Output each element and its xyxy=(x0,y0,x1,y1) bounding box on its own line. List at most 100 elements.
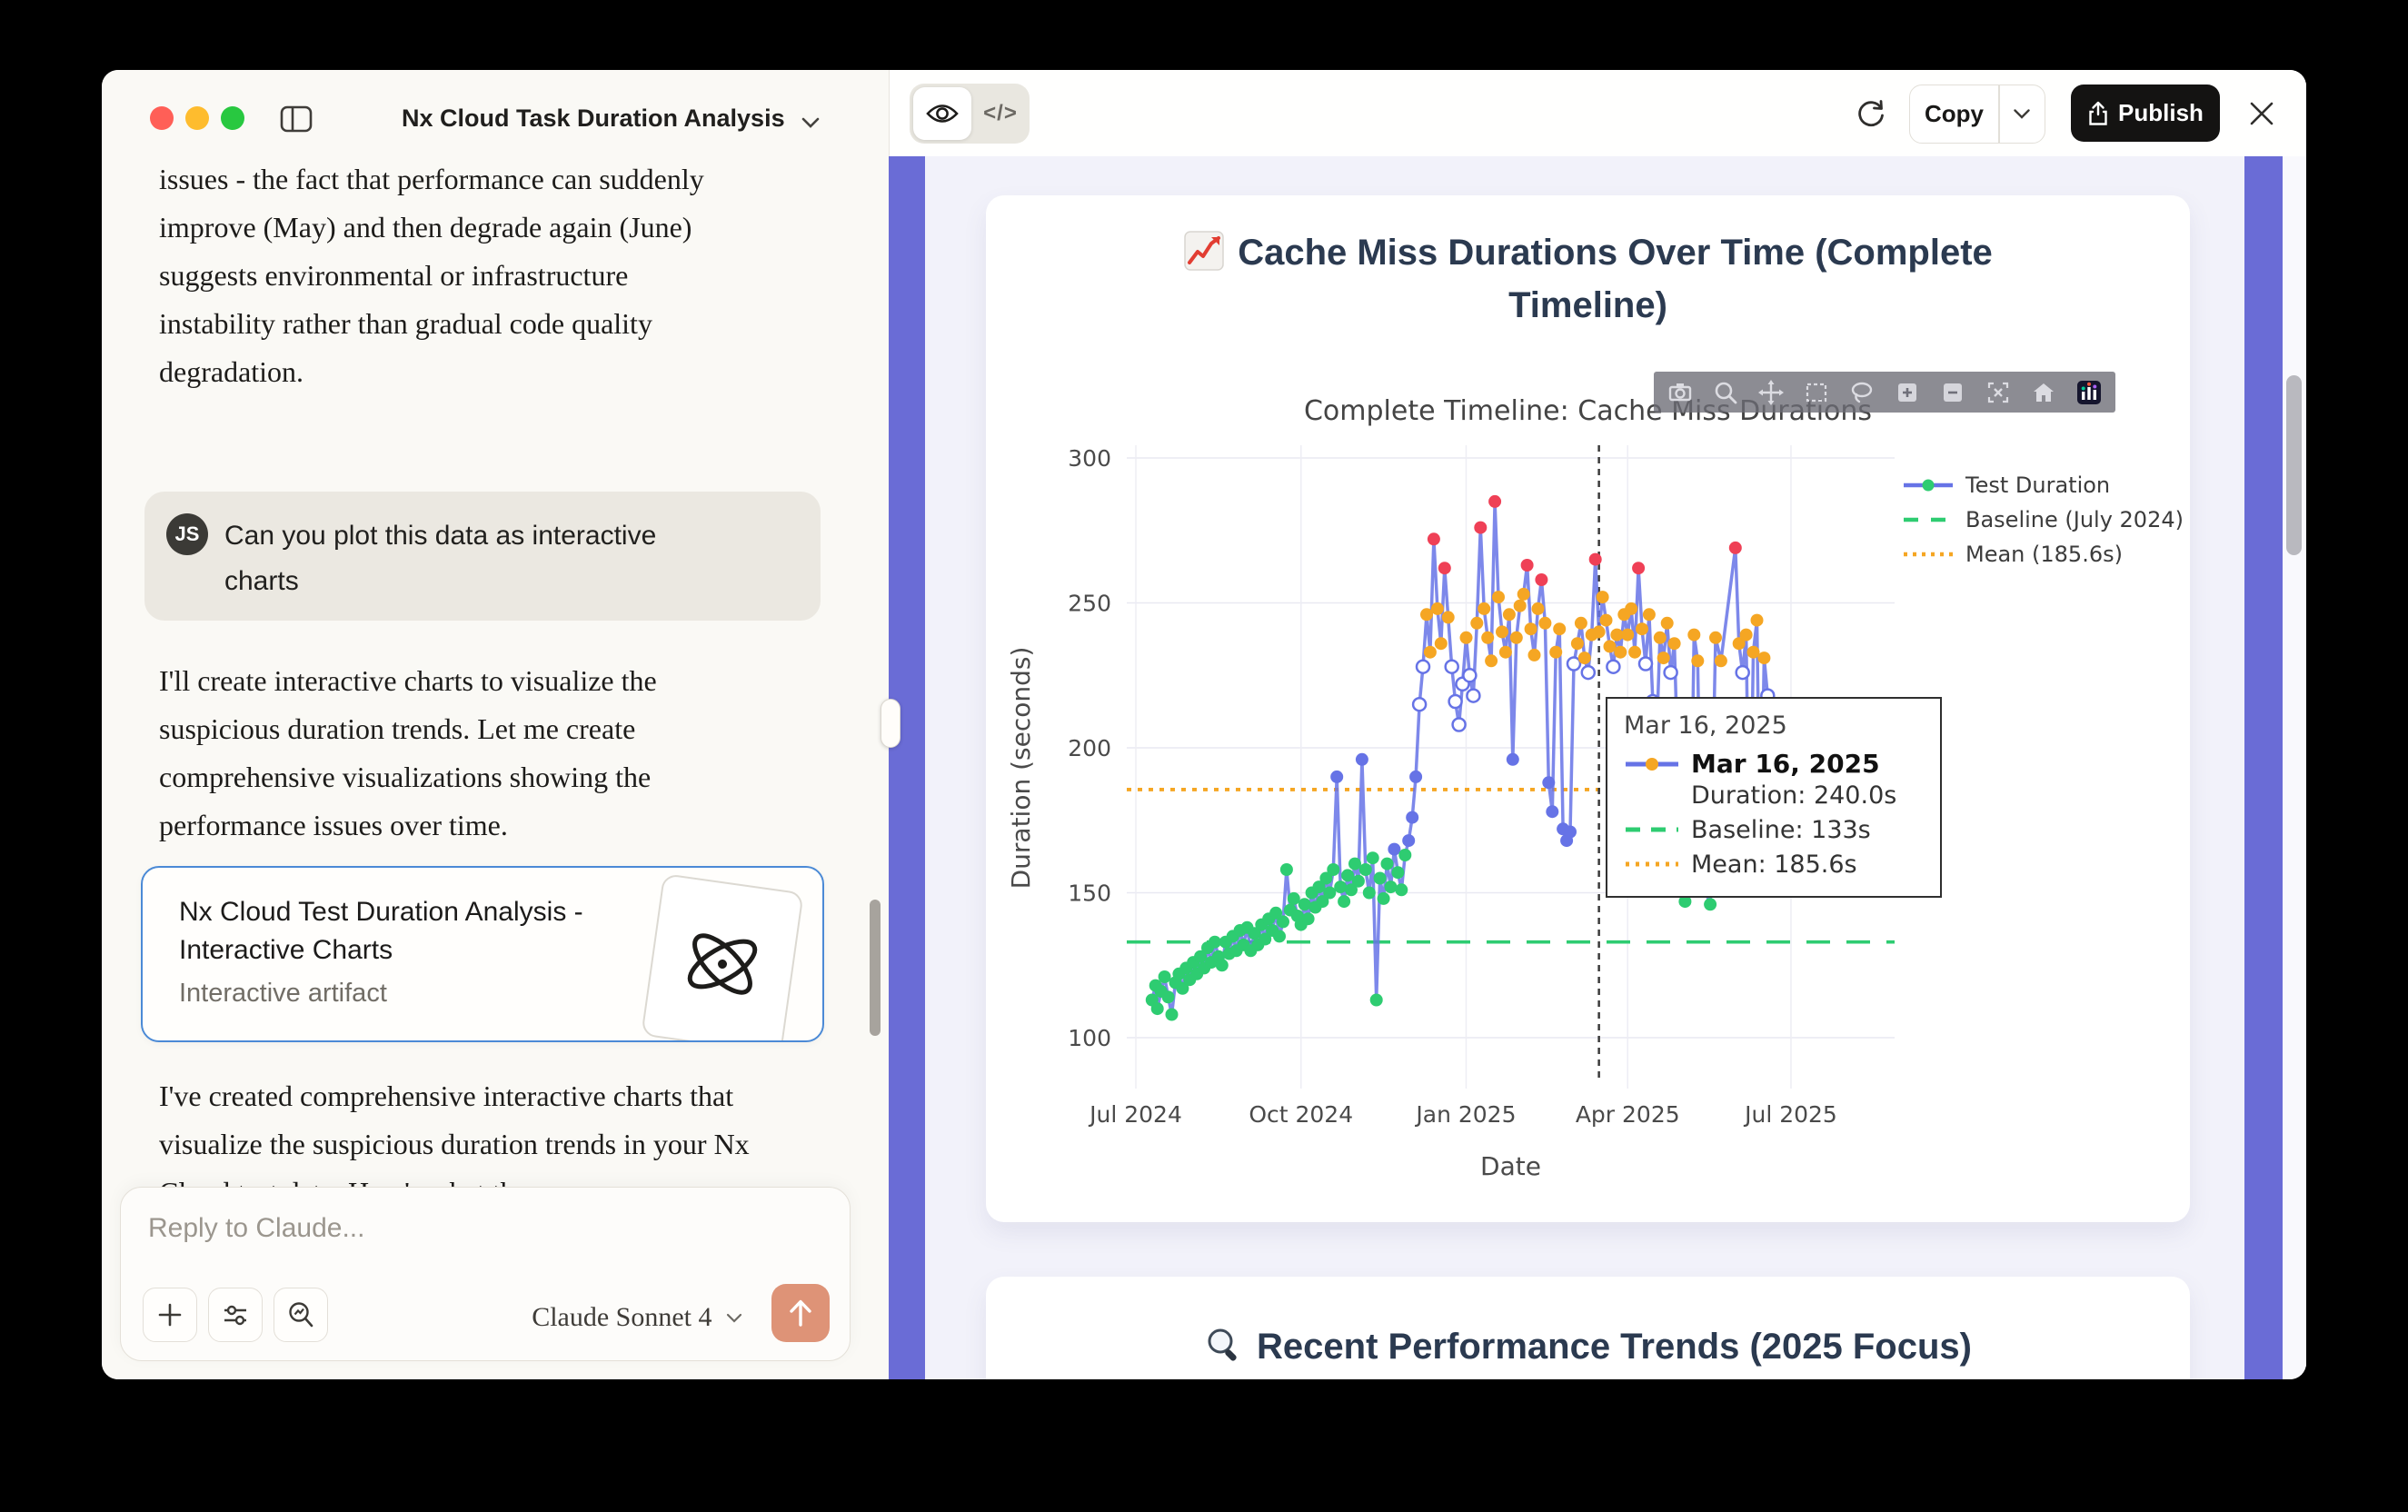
artifact-bg-edge-right xyxy=(2244,156,2283,1379)
magnifier-icon xyxy=(1208,1328,1237,1361)
panel-resize-handle[interactable] xyxy=(881,699,901,748)
chevron-down-icon xyxy=(726,1313,742,1323)
svg-text:Jul 2025: Jul 2025 xyxy=(1743,1101,1837,1128)
trends-card-title-text: Recent Performance Trends (2025 Focus) xyxy=(1257,1327,1972,1367)
minimize-traffic-light[interactable] xyxy=(185,106,209,130)
zoom-traffic-light[interactable] xyxy=(221,106,244,130)
plotly-logo-icon[interactable] xyxy=(2066,372,2112,413)
code-toggle[interactable]: </> xyxy=(983,101,1018,125)
svg-text:Date: Date xyxy=(1480,1151,1541,1181)
conversation-title-menu[interactable]: Nx Cloud Task Duration Analysis xyxy=(402,104,820,133)
tooltip-duration: Duration: 240.0s xyxy=(1691,781,1897,810)
artifact-card-title: Nx Cloud Test Duration Analysis - Intera… xyxy=(179,897,583,965)
svg-text:Apr 2025: Apr 2025 xyxy=(1576,1101,1680,1128)
tooltip-series-date: Mar 16, 2025 xyxy=(1691,749,1880,779)
plotly-chart: 100 150 200 250 300 Jul 2024 Oct 2024 Jan 2025 A… xyxy=(986,195,2190,1204)
reply-composer[interactable]: Reply to Claude... xyxy=(120,1187,851,1361)
svg-text:200: 200 xyxy=(1068,735,1111,761)
chat-scrollbar-thumb[interactable] xyxy=(870,900,881,1036)
artifact-card-subtitle: Interactive artifact xyxy=(179,979,387,1008)
publish-button[interactable]: Publish xyxy=(2071,85,2220,142)
chevron-down-icon xyxy=(2014,109,2030,119)
tools-button[interactable] xyxy=(208,1288,263,1342)
svg-text:300: 300 xyxy=(1068,445,1111,472)
arrow-up-icon xyxy=(790,1299,811,1327)
zoom-icon[interactable] xyxy=(1703,372,1748,413)
svg-text:Jul 2024: Jul 2024 xyxy=(1088,1101,1182,1128)
svg-text:250: 250 xyxy=(1068,591,1111,617)
preview-code-toggle[interactable]: </> xyxy=(910,84,1030,144)
model-label: Claude Sonnet 4 xyxy=(532,1302,712,1332)
assistant-paragraph: issues - the fact that performance can s… xyxy=(159,163,704,388)
chart-card: Cache Miss Durations Over Time (Complete… xyxy=(986,195,2190,1222)
artifact-card[interactable]: Nx Cloud Test Duration Analysis - Intera… xyxy=(141,866,824,1042)
share-icon xyxy=(2089,101,2107,125)
baseline-swatch-icon xyxy=(1626,827,1678,832)
pan-icon[interactable] xyxy=(1748,372,1794,413)
lasso-icon[interactable] xyxy=(1839,372,1885,413)
research-button[interactable] xyxy=(274,1288,328,1342)
model-selector[interactable]: Claude Sonnet 4 xyxy=(532,1302,742,1333)
artifact-scrollbar-thumb[interactable] xyxy=(2286,375,2302,555)
chart-increasing-icon xyxy=(1184,231,1224,271)
artifact-panel: </> Copy xyxy=(889,70,2306,1379)
attach-button[interactable] xyxy=(143,1288,197,1342)
sidebar-toggle-icon[interactable] xyxy=(280,105,313,137)
refresh-icon xyxy=(1858,100,1884,127)
artifact-scrollbar-track[interactable] xyxy=(2283,156,2306,1379)
search-trend-icon xyxy=(289,1302,313,1328)
tooltip-mean: Mean: 185.6s xyxy=(1691,850,1857,879)
box-select-icon[interactable] xyxy=(1794,372,1839,413)
autoscale-icon[interactable] xyxy=(1975,372,2021,413)
artifact-bg-edge-left xyxy=(889,156,925,1379)
publish-label: Publish xyxy=(2118,99,2204,126)
close-artifact-button[interactable] xyxy=(2242,94,2282,134)
camera-icon[interactable] xyxy=(1657,372,1703,413)
user-message-bubble: JS Can you plot this data as interactive… xyxy=(144,492,821,621)
tooltip-baseline: Baseline: 133s xyxy=(1691,815,1871,844)
chevron-down-icon xyxy=(801,117,820,128)
user-message-text: Can you plot this data as interactive ch… xyxy=(224,521,657,596)
copy-split-button: Copy xyxy=(1909,85,2045,144)
avatar: JS xyxy=(166,513,208,555)
legend-item[interactable]: Test Duration xyxy=(1902,468,2184,502)
svg-text:Jan 2025: Jan 2025 xyxy=(1414,1101,1516,1128)
mean-swatch-icon xyxy=(1626,861,1678,867)
copy-button[interactable]: Copy xyxy=(1925,100,1984,127)
svg-text:Duration (seconds): Duration (seconds) xyxy=(1006,647,1036,890)
series-swatch-icon xyxy=(1626,757,1678,771)
send-button[interactable] xyxy=(771,1284,830,1342)
artifact-toolbar: </> Copy xyxy=(889,70,2306,156)
copy-menu-button[interactable] xyxy=(2000,85,2045,143)
plotly-modebar xyxy=(1654,372,2115,413)
chart-card-title-text: Cache Miss Durations Over Time (Complete… xyxy=(1238,233,1993,325)
svg-text:100: 100 xyxy=(1068,1025,1111,1051)
zoom-out-icon[interactable] xyxy=(1930,372,1975,413)
trends-card: Recent Performance Trends (2025 Focus) xyxy=(986,1277,2190,1379)
conversation-title: Nx Cloud Task Duration Analysis xyxy=(402,104,785,132)
refresh-button[interactable] xyxy=(1851,94,1891,134)
chat-panel: Nx Cloud Task Duration Analysis issues -… xyxy=(102,70,889,1379)
chart-legend[interactable]: Test Duration Baseline (July 2024) Mean (1… xyxy=(1902,468,2184,572)
chart-card-title: Cache Miss Durations Over Time (Complete… xyxy=(1129,226,2047,332)
divider xyxy=(1998,85,2000,143)
close-icon xyxy=(2250,102,2274,125)
timeline-plot[interactable]: 100 150 200 250 300 Jul 2024 Oct 2024 Jan 2025 A… xyxy=(986,195,2190,1204)
reset-axes-icon[interactable] xyxy=(2021,372,2066,413)
svg-text:150: 150 xyxy=(1068,880,1111,907)
plus-icon xyxy=(158,1303,182,1327)
hover-tooltip: Mar 16, 2025 Mar 16, 2025 Duration: 240.… xyxy=(1606,697,1942,898)
close-traffic-light[interactable] xyxy=(150,106,174,130)
legend-item[interactable]: Mean (185.6s) xyxy=(1904,542,2123,567)
reply-input[interactable]: Reply to Claude... xyxy=(148,1213,365,1243)
tooltip-date: Mar 16, 2025 xyxy=(1624,711,1787,740)
eye-icon xyxy=(926,104,959,123)
zoom-in-icon[interactable] xyxy=(1885,372,1930,413)
assistant-paragraph: I'll create interactive charts to visual… xyxy=(159,664,657,841)
sliders-icon xyxy=(224,1305,246,1326)
artifact-viewport: Cache Miss Durations Over Time (Complete… xyxy=(889,156,2306,1379)
legend-item[interactable]: Baseline (July 2024) xyxy=(1904,507,2184,532)
preview-toggle[interactable] xyxy=(913,87,971,140)
app-window: Nx Cloud Task Duration Analysis issues -… xyxy=(102,70,2306,1379)
